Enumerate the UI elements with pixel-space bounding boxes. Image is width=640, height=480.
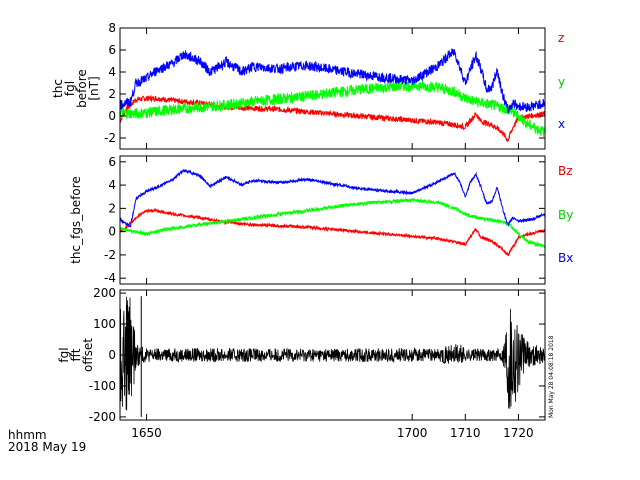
legend-Bz: Bz: [558, 164, 573, 178]
y-tick-label: 0: [108, 348, 116, 362]
y-tick-label: -200: [89, 410, 116, 424]
y-tick-label: 0: [108, 109, 116, 123]
footer-label-date: 2018 May 19: [8, 440, 87, 454]
panel-frame: [119, 27, 546, 150]
y-axis-label: before: [75, 69, 89, 108]
panel-frame: [119, 155, 546, 285]
y-axis-label: [nT]: [87, 76, 101, 100]
series-line-Bx: [120, 168, 545, 228]
y-tick-label: 200: [93, 286, 116, 300]
series-line-Bz: [120, 207, 545, 257]
y-axis-label: fft: [69, 348, 83, 361]
y-tick-label: -4: [104, 271, 116, 285]
legend-y: y: [558, 75, 565, 89]
legend-Bx: Bx: [558, 251, 573, 265]
y-tick-label: 100: [93, 317, 116, 331]
y-tick-label: 4: [108, 65, 116, 79]
y-tick-label: 2: [108, 201, 116, 215]
x-tick-label: 1710: [450, 426, 481, 440]
footer-label-hhmm: hhmm: [8, 428, 47, 442]
panel-3: -200 -100 0 100 200 1650 1700 1710 1720 fglfftoff…: [57, 286, 546, 440]
x-tick-label: 1700: [397, 426, 428, 440]
y-axis-label: thc: [51, 79, 65, 98]
panel-2: -4 -2 0 2 4 6 thc_fgs_before Bz By Bx: [69, 155, 573, 285]
y-tick-label: -100: [89, 379, 116, 393]
y-tick-label: -2: [104, 131, 116, 145]
y-axis-label: fgl: [63, 81, 77, 96]
series-line-trace-0: [120, 296, 545, 411]
y-tick-label: 6: [108, 43, 116, 57]
y-axis-label: fgl: [57, 347, 71, 362]
x-tick-label: 1650: [131, 426, 162, 440]
y-axis-label: thc_fgs_before: [69, 176, 83, 264]
side-note-timestamp: Mon May 28 04:08:18 2018: [548, 335, 555, 418]
y-tick-label: 8: [108, 21, 116, 35]
series-line-By: [120, 197, 545, 249]
legend-z: z: [558, 31, 564, 45]
legend-x: x: [558, 117, 565, 131]
series-line-z: [120, 94, 545, 143]
legend-By: By: [558, 208, 573, 222]
y-tick-label: 2: [108, 87, 116, 101]
y-tick-label: 0: [108, 225, 116, 239]
series-line-x: [120, 48, 545, 114]
y-axis-label: offset: [81, 338, 95, 372]
x-tick-label: 1720: [503, 426, 534, 440]
series-line-y: [120, 78, 545, 137]
y-tick-label: 6: [108, 155, 116, 169]
y-tick-label: 4: [108, 178, 116, 192]
y-tick-label: -2: [104, 248, 116, 262]
